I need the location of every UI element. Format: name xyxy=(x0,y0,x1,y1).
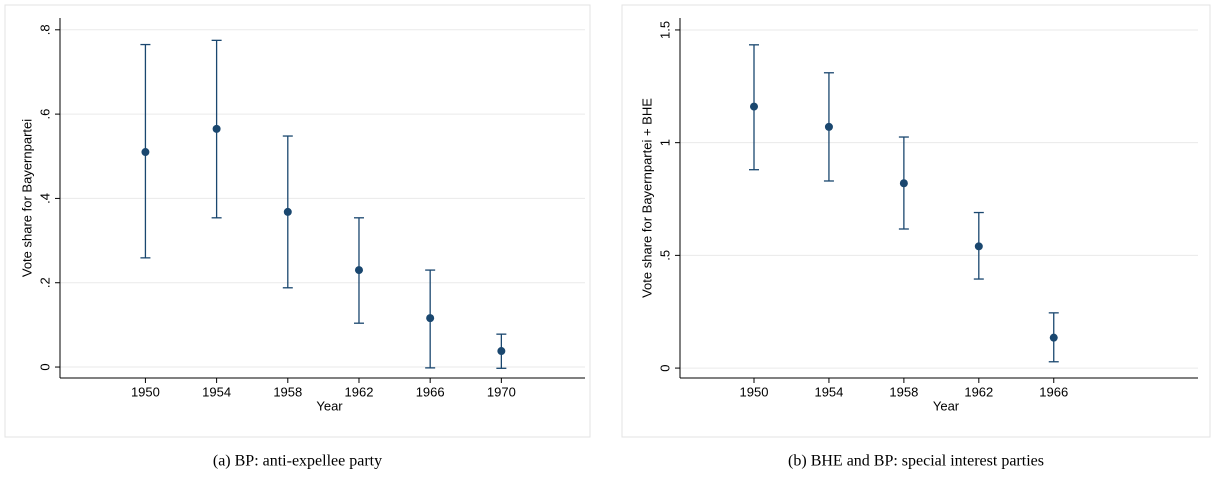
x-tick-label: 1954 xyxy=(814,384,843,399)
y-axis-label: Vote share for Bayernpartei xyxy=(19,119,34,277)
y-tick-label: .6 xyxy=(37,109,52,120)
point xyxy=(1049,333,1058,342)
x-tick-label: 1962 xyxy=(345,384,374,399)
x-tick-label: 1970 xyxy=(487,384,516,399)
x-tick-label: 1966 xyxy=(416,384,445,399)
point xyxy=(141,148,150,157)
y-tick-label: 0 xyxy=(657,364,672,371)
panel-frame xyxy=(621,4,1211,438)
x-tick-label: 1950 xyxy=(131,384,160,399)
point xyxy=(283,207,292,216)
x-tick-label: 1958 xyxy=(889,384,918,399)
x-tick-label: 1958 xyxy=(273,384,302,399)
chart-panel: 0 .5 1 1.5 1950 1954 1958 1962 1966 Year Vote shar… xyxy=(621,4,1211,470)
x-tick-label: 1962 xyxy=(964,384,993,399)
point xyxy=(750,102,758,111)
point xyxy=(899,179,908,188)
chart-panel: 0 .2 .4 .6 .8 1950 1954 1958 1962 1966 1970 Year Vot… xyxy=(4,4,591,470)
x-axis-label: Year xyxy=(316,398,343,413)
y-tick-label: .8 xyxy=(37,24,52,35)
y-axis-label: Vote share for Bayernpartei + BHE xyxy=(639,98,654,298)
caption: (b) BHE and BP: special interest parties xyxy=(788,453,1044,470)
point xyxy=(212,124,221,133)
y-tick-label: 0 xyxy=(37,363,52,370)
point xyxy=(974,242,983,251)
y-tick-label: .5 xyxy=(657,250,672,261)
x-tick-label: 1966 xyxy=(1039,384,1068,399)
panel-frame xyxy=(4,4,591,438)
point xyxy=(824,122,833,131)
x-axis-label: Year xyxy=(933,398,960,413)
point xyxy=(426,314,435,323)
x-tick-label: 1950 xyxy=(740,384,769,399)
y-tick-label: 1.5 xyxy=(657,21,672,39)
y-tick-label: .4 xyxy=(37,193,52,204)
x-tick-label: 1954 xyxy=(202,384,231,399)
y-tick-label: .2 xyxy=(37,277,52,288)
point xyxy=(497,347,506,356)
caption: (a) BP: anti-expellee party xyxy=(213,453,382,470)
y-tick-label: 1 xyxy=(657,139,672,146)
point xyxy=(354,266,363,275)
